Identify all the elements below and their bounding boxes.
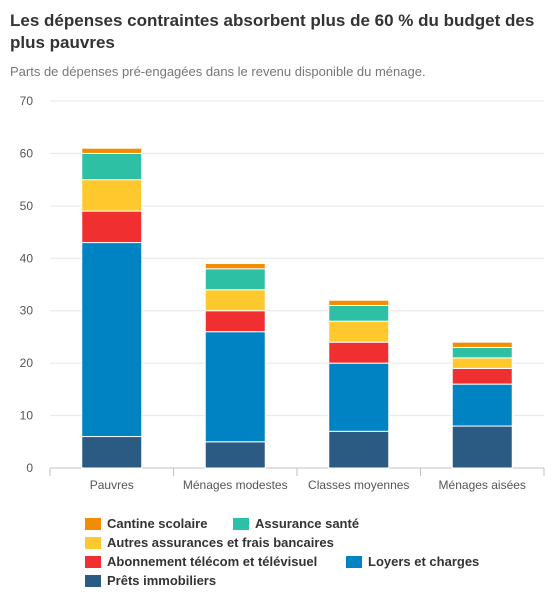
bar-segment — [204, 331, 266, 443]
legend-item[interactable]: Assurance santé — [233, 516, 359, 531]
bar-segment — [81, 436, 143, 469]
y-tick-label: 10 — [20, 409, 34, 423]
chart-subtitle: Parts de dépenses pré-engagées dans le r… — [10, 64, 426, 79]
legend-swatch — [85, 555, 101, 568]
chart-title: Les dépenses contraintes absorbent plus … — [10, 11, 535, 52]
bar-segment — [81, 242, 143, 438]
legend-label: Cantine scolaire — [107, 516, 208, 531]
bar-segment — [328, 299, 390, 306]
chart-legend: Cantine scolaire Assurance santé Autres as… — [0, 510, 554, 595]
x-tick-label: Ménages aisées — [439, 478, 526, 492]
bar-segment — [204, 268, 266, 291]
legend-label: Assurance santé — [255, 516, 360, 531]
bar-segment — [81, 210, 143, 244]
bar-segment — [204, 263, 266, 270]
bar-segment — [81, 179, 143, 212]
bar-segment — [451, 346, 513, 359]
bar-segment — [204, 289, 266, 312]
legend-item[interactable]: Autres assurances et frais bancaires — [85, 535, 334, 550]
bar-segment — [451, 425, 513, 469]
bar-segment — [451, 367, 513, 385]
x-tick-label: Pauvres — [90, 478, 134, 492]
stacked-bar-chart: 0 10 20 30 40 50 60 70 Pauvres Ménages modestes Cl… — [20, 94, 545, 492]
y-tick-label: 30 — [20, 304, 34, 318]
bar-segment — [328, 341, 390, 364]
legend-label: Autres assurances et frais bancaires — [107, 535, 334, 550]
y-tick-label: 0 — [26, 461, 33, 475]
bar-segment — [81, 152, 143, 181]
legend-swatch — [85, 536, 101, 549]
y-tick-label: 60 — [20, 146, 34, 160]
y-tick-label: 70 — [20, 94, 34, 108]
y-tick-label: 40 — [20, 251, 34, 265]
legend-swatch — [85, 517, 101, 530]
bar-segment — [81, 147, 143, 154]
legend-label: Prêts immobiliers — [107, 573, 217, 588]
bar-segment — [328, 430, 390, 469]
bar-segment — [451, 341, 513, 348]
bar-segment — [328, 320, 390, 343]
legend-swatch — [346, 555, 362, 568]
y-tick-label: 20 — [20, 356, 34, 370]
legend-swatch — [233, 517, 249, 530]
legend-item[interactable]: Loyers et charges — [346, 554, 479, 569]
bar-segment — [328, 304, 390, 322]
legend-label: Abonnement télécom et télévisuel — [107, 554, 318, 569]
bar-segment — [204, 310, 266, 333]
x-tick-label: Classes moyennes — [308, 478, 409, 492]
legend-item[interactable]: Prêts immobiliers — [85, 573, 216, 588]
legend-item[interactable]: Cantine scolaire — [85, 516, 207, 531]
bar-segment — [328, 362, 390, 432]
bar-segment — [204, 441, 266, 469]
legend-item[interactable]: Abonnement télécom et télévisuel — [85, 554, 317, 569]
legend-label: Loyers et charges — [368, 554, 480, 569]
legend-swatch — [85, 574, 101, 587]
y-tick-label: 50 — [20, 199, 34, 213]
bar-segment — [451, 383, 513, 427]
x-tick-label: Ménages modestes — [183, 478, 288, 492]
bar-segment — [451, 357, 513, 369]
